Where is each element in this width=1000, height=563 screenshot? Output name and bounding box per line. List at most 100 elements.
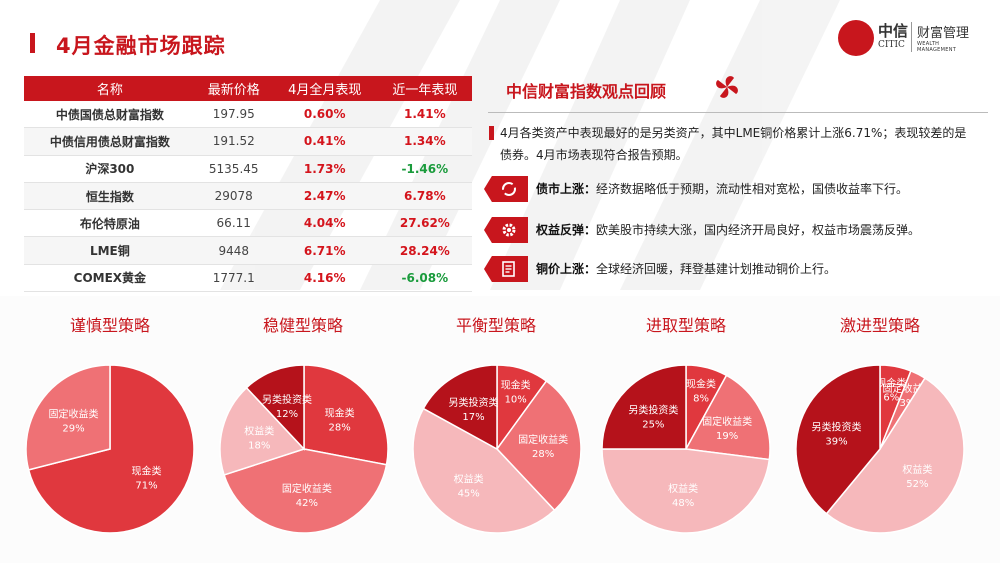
pie-slice-value: 39% xyxy=(825,436,847,447)
pie-title: 稳健型策略 xyxy=(262,316,343,335)
pie-slice-label: 权益类 xyxy=(244,425,274,438)
month-change-cell: 6.71% xyxy=(271,236,378,265)
pie-slice-label: 固定收益类 xyxy=(282,482,332,495)
pie-slice xyxy=(601,364,687,450)
pie-slice-value: 52% xyxy=(906,479,928,490)
pie-slice-value: 29% xyxy=(62,424,84,435)
pie-slice-value: 28% xyxy=(532,449,554,460)
gear-icon xyxy=(502,223,516,237)
pie-slice-value: 10% xyxy=(505,394,527,405)
pie-slice-value: 12% xyxy=(276,409,298,420)
view-point-head: 权益反弹： xyxy=(536,223,597,237)
market-table: 名称 最新价格 4月全月表现 近一年表现 中债国债总财富指数 197.95 0.60… xyxy=(24,76,472,293)
pie-slice xyxy=(601,448,771,534)
table-header-row: 名称 最新价格 4月全月表现 近一年表现 xyxy=(24,76,472,101)
title-accent-bar xyxy=(30,33,35,53)
view-point: 债市上涨：经济数据略低于预期，流动性相对宽松，国债收益率下行。 xyxy=(484,176,984,202)
pie-slice xyxy=(825,377,965,534)
pinwheel-icon xyxy=(716,76,738,98)
pie-slice xyxy=(245,364,305,451)
pie-slice-value: 6% xyxy=(883,393,899,404)
pie-title: 激进型策略 xyxy=(839,316,920,335)
asset-name-cell: 中债信用债总财富指数 xyxy=(24,127,196,156)
pie-title: 平衡型策略 xyxy=(455,316,536,335)
year-change-cell: 1.41% xyxy=(377,101,472,129)
table-row: 沪深300 5135.45 1.73% -1.46% xyxy=(24,155,472,183)
pie-title: 谨慎型策略 xyxy=(69,316,150,335)
logo-text-en: CITIC xyxy=(878,40,905,50)
month-change-cell: 0.60% xyxy=(271,101,378,129)
price-cell: 66.11 xyxy=(195,209,272,238)
price-cell: 5135.45 xyxy=(195,155,272,183)
month-change-cell: 4.04% xyxy=(271,209,378,238)
pie-slice xyxy=(303,364,389,466)
pie-slice-label: 权益类 xyxy=(454,473,484,486)
pie-slice-value: 3% xyxy=(900,398,916,409)
pie-slice-label: 另类投资类 xyxy=(628,403,678,416)
view-point-head: 债市上涨： xyxy=(536,182,597,196)
asset-name-cell: 布伦特原油 xyxy=(24,209,196,238)
pie-slice-label: 权益类 xyxy=(902,463,932,476)
pie-slice xyxy=(496,379,582,512)
pie-slice-label: 另类投资类 xyxy=(262,393,312,406)
page-title: 4月金融市场跟踪 xyxy=(56,34,226,58)
month-change-cell: 2.47% xyxy=(271,182,378,211)
pie-slice xyxy=(27,364,195,534)
view-point-body: 欧美股市持续大涨，国内经济开局良好，权益市场震荡反弹。 xyxy=(596,223,921,237)
column-header: 最新价格 xyxy=(195,76,272,101)
pie-slice xyxy=(422,364,498,451)
pie-slice-label: 权益类 xyxy=(668,482,698,495)
year-change-cell: 6.78% xyxy=(377,182,472,211)
asset-name-cell: LME铜 xyxy=(24,236,196,265)
views-divider xyxy=(488,112,988,113)
table-row: 中债国债总财富指数 197.95 0.60% 1.41% xyxy=(24,101,472,129)
views-title: 中信财富指数观点回顾 xyxy=(506,82,667,101)
view-point-text: 债市上涨：经济数据略低于预期，流动性相对宽松，国债收益率下行。 xyxy=(536,180,908,197)
asset-name-cell: COMEX黄金 xyxy=(24,264,196,293)
column-header: 4月全月表现 xyxy=(271,76,378,101)
month-change-cell: 0.41% xyxy=(271,127,378,156)
table-row: 恒生指数 29078 2.47% 6.78% xyxy=(24,182,472,211)
column-header: 名称 xyxy=(24,76,196,101)
view-point-marker xyxy=(484,217,528,243)
pie-slice-value: 48% xyxy=(672,498,694,509)
year-change-cell: 27.62% xyxy=(377,209,472,238)
pie-slice-value: 25% xyxy=(642,419,664,430)
pie-title: 进取型策略 xyxy=(645,316,726,335)
year-change-cell: -6.08% xyxy=(377,264,472,293)
pie-slice-value: 28% xyxy=(328,423,350,434)
pie-slice-label: 固定收益类 xyxy=(702,415,752,428)
pie-slice-value: 71% xyxy=(135,480,157,491)
view-point-text: 权益反弹：欧美股市持续大涨，国内经济开局良好，权益市场震荡反弹。 xyxy=(536,221,920,238)
pie-slice xyxy=(219,386,306,476)
view-point: 铜价上涨：全球经济回暖，拜登基建计划推动铜价上行。 xyxy=(484,256,984,282)
price-cell: 191.52 xyxy=(195,127,272,156)
views-summary: 4月各类资产中表现最好的是另类资产，其中LME铜价格累计上涨6.71%；表现较差… xyxy=(500,126,967,162)
pie-slice-label: 另类投资类 xyxy=(812,420,862,433)
pie-slice-value: 45% xyxy=(458,489,480,500)
month-change-cell: 4.16% xyxy=(271,264,378,293)
price-cell: 197.95 xyxy=(195,101,272,129)
summary-accent-bar xyxy=(489,126,494,140)
price-cell: 9448 xyxy=(195,236,272,265)
month-change-cell: 1.73% xyxy=(271,155,378,183)
year-change-cell: -1.46% xyxy=(377,155,472,183)
pie-slice xyxy=(25,364,111,471)
pie-slice-label: 固定收益类 xyxy=(48,408,98,421)
logo-text-cn: 中信 xyxy=(878,22,909,40)
view-point-body: 全球经济回暖，拜登基建计划推动铜价上行。 xyxy=(596,262,837,276)
logo-subtext-cn: 财富管理 xyxy=(917,26,970,41)
pie-slice xyxy=(412,407,556,534)
column-header: 近一年表现 xyxy=(377,76,472,101)
view-point-marker xyxy=(484,176,528,202)
pie-slice-label: 现金类 xyxy=(132,464,162,477)
logo-subtext-en: WEALTH MANAGEMENT xyxy=(917,41,957,53)
pie-slice-label: 现金类 xyxy=(876,377,906,390)
refresh-icon xyxy=(502,182,516,196)
table-row: 布伦特原油 66.11 4.04% 27.62% xyxy=(24,209,472,238)
pie-slice-value: 42% xyxy=(296,498,318,509)
citic-logo: 中信 CITIC 财富管理 WEALTH MANAGEMENT xyxy=(838,18,978,62)
table-row: LME铜 9448 6.71% 28.24% xyxy=(24,236,472,265)
table-row: 中债信用债总财富指数 191.52 0.41% 1.34% xyxy=(24,127,472,156)
